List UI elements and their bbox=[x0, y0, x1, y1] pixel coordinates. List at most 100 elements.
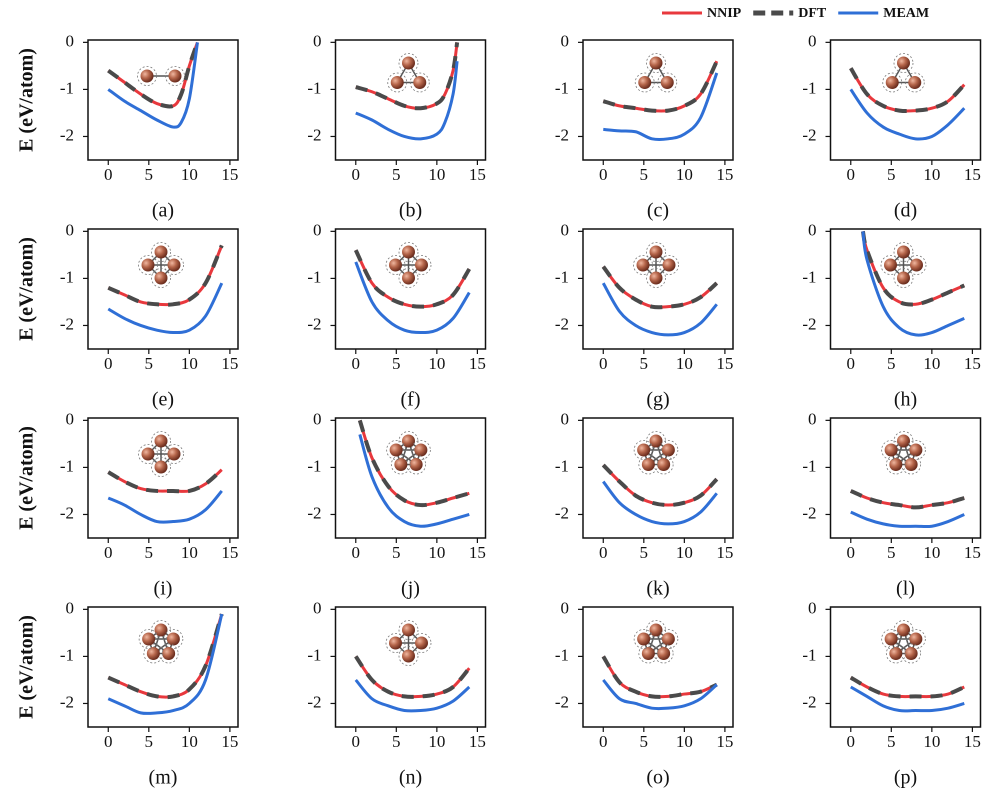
y-tick-label: 0 bbox=[561, 31, 570, 50]
x-tick-label: 15 bbox=[964, 543, 981, 562]
series-line bbox=[602, 60, 719, 113]
atom bbox=[661, 443, 675, 457]
panel-label: (a) bbox=[152, 200, 174, 222]
plot-frame bbox=[582, 228, 734, 350]
x-tick-label: 10 bbox=[428, 165, 445, 184]
y-tick-label: -2 bbox=[307, 125, 321, 144]
atom-halo bbox=[905, 440, 926, 460]
atom bbox=[154, 434, 168, 448]
x-tick-label: 15 bbox=[469, 543, 486, 562]
x-tick-label: 10 bbox=[923, 732, 940, 751]
series-line bbox=[357, 419, 470, 508]
panel-label: (p) bbox=[894, 767, 917, 789]
series-line bbox=[601, 463, 719, 508]
atom-halo bbox=[398, 620, 419, 640]
atom-halo bbox=[882, 72, 903, 93]
atom bbox=[910, 258, 923, 272]
panel-label: (e) bbox=[152, 389, 174, 411]
series-line bbox=[353, 249, 471, 309]
atom bbox=[415, 258, 428, 272]
atom-halo bbox=[138, 444, 158, 464]
x-tick-label: 5 bbox=[392, 543, 401, 562]
y-tick-label: -1 bbox=[555, 456, 569, 475]
series-line bbox=[107, 42, 199, 129]
series-line bbox=[602, 678, 718, 711]
atom bbox=[142, 632, 156, 646]
y-tick-label: 0 bbox=[313, 31, 322, 50]
y-tick-label: -2 bbox=[802, 314, 816, 333]
x-tick-label: 10 bbox=[676, 543, 693, 562]
x-tick-label: 15 bbox=[716, 354, 733, 373]
x-tick-label: 0 bbox=[847, 732, 856, 751]
x-tick-label: 5 bbox=[640, 354, 649, 373]
y-tick-label: -2 bbox=[60, 314, 74, 333]
y-tick-label: -1 bbox=[307, 78, 321, 97]
atom bbox=[146, 647, 160, 661]
series-line bbox=[860, 230, 966, 307]
y-tick-label: -1 bbox=[60, 645, 74, 664]
panel-label: (l) bbox=[896, 578, 915, 600]
x-tick-label: 0 bbox=[599, 165, 608, 184]
plot-frame bbox=[334, 39, 487, 161]
x-tick-label: 5 bbox=[887, 732, 896, 751]
x-tick-label: 0 bbox=[104, 543, 113, 562]
x-tick-label: 5 bbox=[392, 354, 401, 373]
series-line bbox=[107, 282, 224, 335]
x-tick-label: 10 bbox=[181, 354, 198, 373]
series-line bbox=[107, 41, 200, 109]
atom-halo bbox=[390, 454, 411, 475]
plot-frame bbox=[582, 39, 734, 161]
atom bbox=[154, 460, 168, 474]
x-tick-label: 5 bbox=[145, 165, 154, 184]
atom-halo bbox=[151, 268, 171, 288]
atom-halo bbox=[411, 633, 432, 653]
x-tick-label: 5 bbox=[145, 354, 154, 373]
plot-frame bbox=[582, 417, 734, 539]
y-tick-label: -1 bbox=[802, 645, 816, 664]
y-tick-label: -1 bbox=[555, 78, 569, 97]
atom-halo bbox=[410, 440, 431, 460]
series-line bbox=[355, 60, 459, 141]
y-tick-label: 0 bbox=[808, 409, 817, 428]
panel-label: (f) bbox=[401, 389, 421, 411]
y-tick-label: -2 bbox=[802, 692, 816, 711]
atom-halo bbox=[881, 440, 902, 460]
y-tick-label: -2 bbox=[555, 692, 569, 711]
x-tick-label: 0 bbox=[847, 354, 856, 373]
x-tick-label: 10 bbox=[181, 543, 198, 562]
y-tick-label: -1 bbox=[307, 267, 321, 286]
atom-halo bbox=[137, 66, 157, 86]
y-tick-label: -2 bbox=[307, 503, 321, 522]
y-tick-label: 0 bbox=[66, 598, 75, 617]
atom bbox=[414, 443, 428, 457]
y-tick-label: -1 bbox=[60, 78, 74, 97]
x-tick-label: 0 bbox=[104, 354, 113, 373]
panel-label: (h) bbox=[894, 389, 917, 411]
x-tick-label: 0 bbox=[847, 165, 856, 184]
series-line bbox=[107, 468, 223, 493]
y-tick-label: -2 bbox=[60, 125, 74, 144]
atom-halo bbox=[386, 440, 407, 460]
panel-label: (d) bbox=[894, 200, 917, 222]
atom-halo bbox=[638, 454, 659, 475]
atom bbox=[389, 258, 402, 272]
atom-halo bbox=[905, 629, 926, 649]
y-tick-label: -1 bbox=[307, 456, 321, 475]
atom bbox=[909, 632, 923, 646]
atom bbox=[904, 647, 918, 661]
legend-label: DFT bbox=[798, 6, 827, 21]
x-tick-label: 15 bbox=[221, 354, 238, 373]
atom-halo bbox=[398, 646, 419, 666]
atom bbox=[649, 434, 663, 448]
atom bbox=[167, 258, 181, 272]
x-tick-label: 10 bbox=[923, 354, 940, 373]
x-tick-label: 0 bbox=[352, 543, 361, 562]
y-tick-label: 0 bbox=[808, 31, 817, 50]
plot-frame bbox=[334, 606, 487, 728]
x-tick-label: 0 bbox=[599, 354, 608, 373]
series-line bbox=[354, 655, 471, 699]
x-tick-label: 5 bbox=[887, 543, 896, 562]
atom-halo bbox=[387, 72, 408, 93]
series-line bbox=[355, 42, 460, 111]
